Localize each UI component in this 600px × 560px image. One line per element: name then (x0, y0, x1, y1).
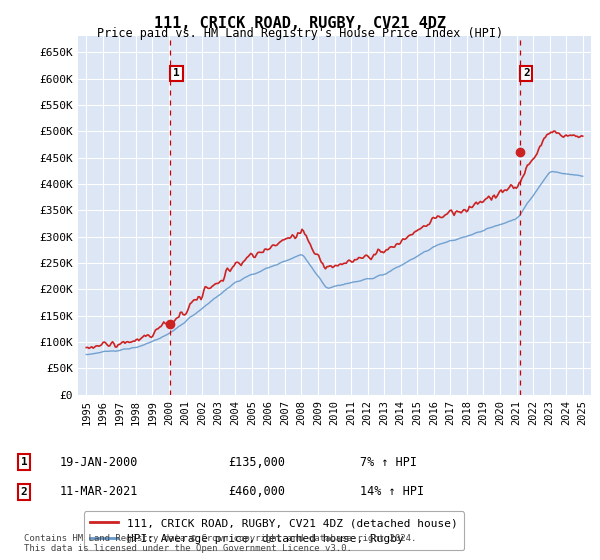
Text: Contains HM Land Registry data © Crown copyright and database right 2024.
This d: Contains HM Land Registry data © Crown c… (24, 534, 416, 553)
Text: 1: 1 (20, 457, 28, 467)
Text: 111, CRICK ROAD, RUGBY, CV21 4DZ: 111, CRICK ROAD, RUGBY, CV21 4DZ (154, 16, 446, 31)
Text: 11-MAR-2021: 11-MAR-2021 (60, 485, 139, 498)
Text: £135,000: £135,000 (228, 455, 285, 469)
Text: 2: 2 (20, 487, 28, 497)
Text: 14% ↑ HPI: 14% ↑ HPI (360, 485, 424, 498)
Text: Price paid vs. HM Land Registry's House Price Index (HPI): Price paid vs. HM Land Registry's House … (97, 27, 503, 40)
Text: 19-JAN-2000: 19-JAN-2000 (60, 455, 139, 469)
Text: 1: 1 (173, 68, 180, 78)
Text: 7% ↑ HPI: 7% ↑ HPI (360, 455, 417, 469)
Text: 2: 2 (523, 68, 530, 78)
Text: £460,000: £460,000 (228, 485, 285, 498)
Legend: 111, CRICK ROAD, RUGBY, CV21 4DZ (detached house), HPI: Average price, detached : 111, CRICK ROAD, RUGBY, CV21 4DZ (detach… (83, 511, 464, 550)
